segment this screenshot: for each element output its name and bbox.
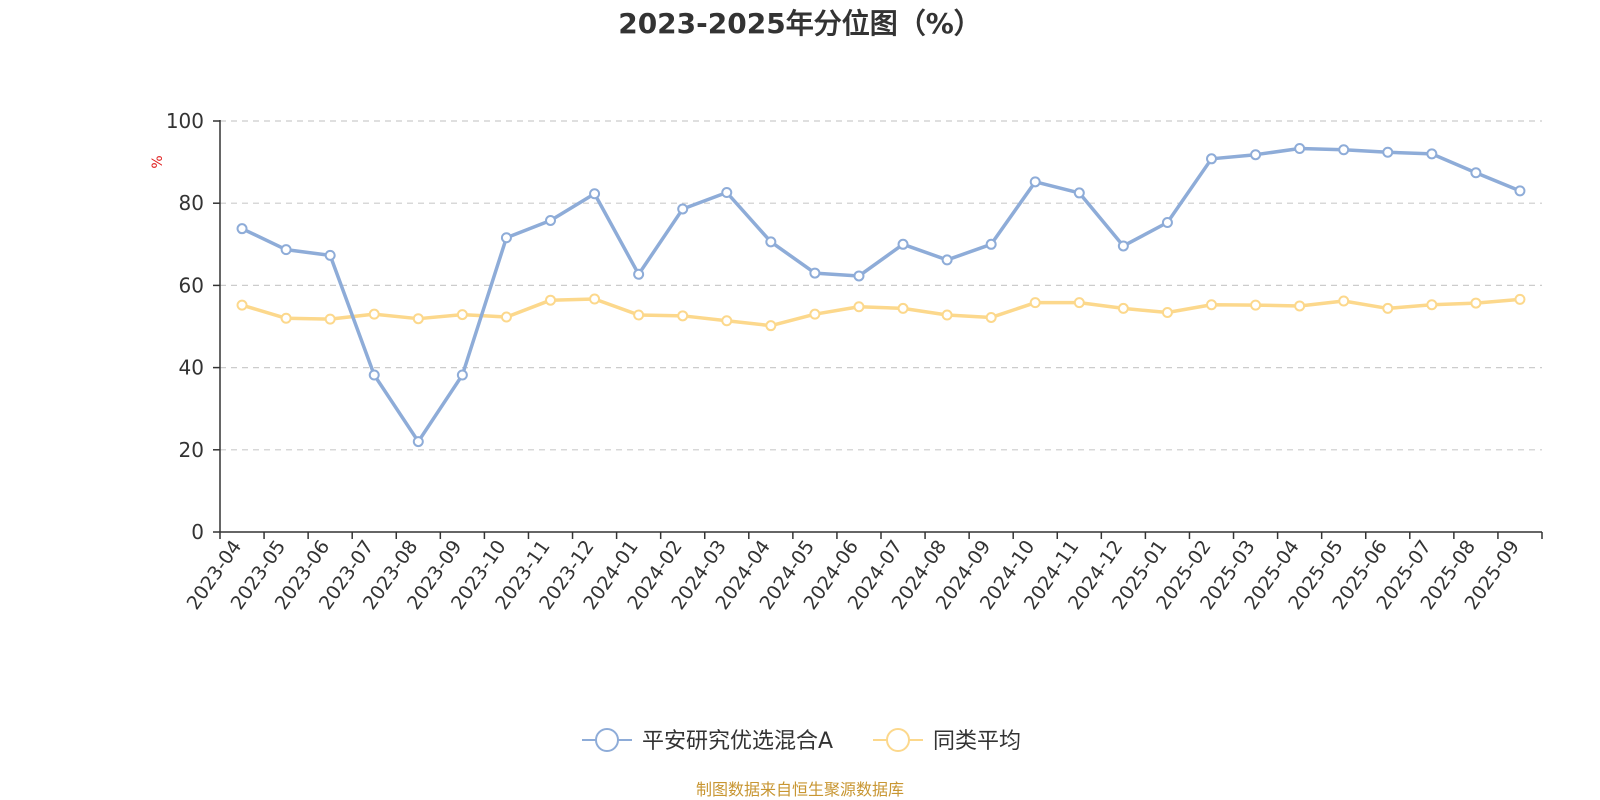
grid-lines <box>220 120 1542 451</box>
y-axis-ticks: 0 20 40 60 80 100 <box>166 109 220 544</box>
series-layer <box>236 143 1526 448</box>
data-point-0-2024-04[interactable] <box>765 236 777 248</box>
data-point-1-2025-03[interactable] <box>1250 299 1262 311</box>
data-point-1-2025-02[interactable] <box>1206 299 1217 311</box>
data-point-1-2024-09[interactable] <box>985 311 997 323</box>
data-point-0-2023-04[interactable] <box>236 223 248 235</box>
data-point-0-2024-11[interactable] <box>1073 187 1085 199</box>
y-tick-label-20: 20 <box>179 438 204 462</box>
y-axis-unit-label: % <box>150 155 166 168</box>
y-tick-label-80: 80 <box>179 191 204 215</box>
y-tick-label-60: 60 <box>179 273 204 297</box>
data-point-0-2025-04[interactable] <box>1294 143 1306 155</box>
data-point-1-2025-05[interactable] <box>1338 295 1350 307</box>
data-point-0-2025-02[interactable] <box>1206 153 1217 165</box>
data-point-1-2023-05[interactable] <box>280 312 292 324</box>
data-point-1-2025-06[interactable] <box>1382 302 1394 314</box>
series-line-1 <box>240 297 1522 328</box>
y-tick-label-100: 100 <box>166 109 204 133</box>
data-point-1-2023-11[interactable] <box>545 294 556 306</box>
data-point-0-2024-10[interactable] <box>1029 176 1041 188</box>
legend[interactable]: 平安研究优选混合A 同类平均 <box>582 728 1021 754</box>
legend-marker-1 <box>886 728 910 752</box>
data-point-0-2024-09[interactable] <box>985 238 997 250</box>
data-point-1-2023-04[interactable] <box>236 299 248 311</box>
legend-marker-0 <box>595 728 619 752</box>
data-point-1-2024-04[interactable] <box>765 320 777 332</box>
y-tick-label-0: 0 <box>191 520 204 544</box>
data-point-1-2024-02[interactable] <box>677 310 689 322</box>
y-tick-label-40: 40 <box>179 356 204 380</box>
data-point-1-2024-10[interactable] <box>1029 297 1041 309</box>
data-point-1-2024-01[interactable] <box>633 309 645 321</box>
series-line-0 <box>240 146 1522 444</box>
data-point-0-2024-06[interactable] <box>853 270 865 282</box>
data-point-1-2025-08[interactable] <box>1470 297 1482 309</box>
axes <box>219 120 1542 533</box>
data-point-1-2024-08[interactable] <box>941 309 953 321</box>
legend-item-1[interactable]: 同类平均 <box>873 728 1021 754</box>
data-point-0-2024-01[interactable] <box>633 268 645 280</box>
data-point-1-2024-12[interactable] <box>1117 302 1129 314</box>
x-axis-ticks: 2023-042023-052023-062023-072023-082023-… <box>183 532 1543 614</box>
data-point-1-2023-06[interactable] <box>324 313 336 325</box>
data-point-1-2023-10[interactable] <box>500 311 512 323</box>
data-point-0-2024-03[interactable] <box>721 187 733 199</box>
data-point-1-2023-08[interactable] <box>412 313 424 325</box>
data-point-0-2024-07[interactable] <box>897 238 909 250</box>
data-point-1-2024-07[interactable] <box>897 302 909 314</box>
legend-item-0[interactable]: 平安研究优选混合A <box>582 728 833 754</box>
data-point-1-2023-12[interactable] <box>589 293 601 305</box>
data-point-0-2025-07[interactable] <box>1426 148 1438 160</box>
data-point-1-2024-05[interactable] <box>809 308 821 320</box>
legend-label-1: 同类平均 <box>933 729 1021 754</box>
series-1 <box>236 293 1526 332</box>
data-point-1-2024-06[interactable] <box>853 301 865 313</box>
data-point-0-2023-10[interactable] <box>500 232 512 244</box>
data-point-1-2023-07[interactable] <box>368 308 380 320</box>
data-point-1-2025-04[interactable] <box>1294 300 1306 312</box>
data-point-0-2025-06[interactable] <box>1382 146 1394 158</box>
data-point-0-2025-01[interactable] <box>1161 217 1173 229</box>
chart-title: 2023-2025年分位图（%） <box>618 7 982 40</box>
data-point-1-2025-01[interactable] <box>1161 307 1173 319</box>
data-point-0-2023-06[interactable] <box>324 249 336 261</box>
data-point-0-2023-08[interactable] <box>412 436 424 448</box>
data-point-0-2023-07[interactable] <box>368 369 380 381</box>
data-point-1-2023-09[interactable] <box>456 309 468 321</box>
data-point-1-2025-09[interactable] <box>1514 293 1526 305</box>
data-point-0-2025-05[interactable] <box>1338 144 1350 156</box>
data-point-0-2023-05[interactable] <box>280 244 292 256</box>
data-point-1-2024-03[interactable] <box>721 315 733 327</box>
series-0 <box>236 143 1526 448</box>
data-point-1-2024-11[interactable] <box>1073 297 1085 309</box>
data-point-0-2023-11[interactable] <box>545 214 556 226</box>
data-point-0-2025-09[interactable] <box>1514 185 1526 197</box>
data-point-0-2023-12[interactable] <box>589 188 601 200</box>
data-point-0-2025-08[interactable] <box>1470 167 1482 179</box>
data-point-0-2024-08[interactable] <box>941 254 953 266</box>
data-point-0-2024-12[interactable] <box>1117 240 1129 252</box>
source-note: 制图数据来自恒生聚源数据库 <box>696 780 904 799</box>
data-point-0-2024-05[interactable] <box>809 267 821 279</box>
data-point-1-2025-07[interactable] <box>1426 299 1438 311</box>
data-point-0-2023-09[interactable] <box>456 369 468 381</box>
data-point-0-2024-02[interactable] <box>677 203 689 215</box>
data-point-0-2025-03[interactable] <box>1250 149 1262 161</box>
legend-label-0: 平安研究优选混合A <box>642 729 833 754</box>
